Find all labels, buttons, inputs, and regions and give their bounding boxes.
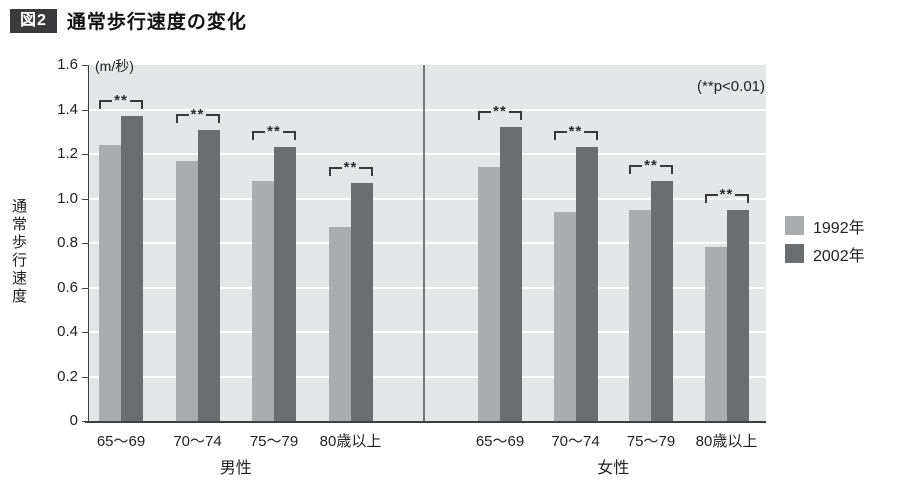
y-tick-label: 1.6 bbox=[57, 56, 78, 73]
bracket-line bbox=[175, 113, 189, 123]
significance-bracket: ** bbox=[629, 158, 673, 174]
legend: 1992年 2002年 bbox=[785, 216, 865, 272]
significance-stars: ** bbox=[568, 123, 583, 141]
y-tick-label: 0.2 bbox=[57, 367, 78, 385]
y-tick-label: 1.2 bbox=[57, 145, 78, 162]
unit-label: (m/秒) bbox=[95, 58, 134, 74]
x-axis-line bbox=[85, 421, 766, 423]
category-label: 70〜74 bbox=[173, 433, 222, 450]
significance-stars: ** bbox=[267, 123, 281, 141]
bar-2002年-女性-70〜74 bbox=[575, 147, 598, 421]
y-tick bbox=[82, 154, 88, 155]
category-label: 65〜69 bbox=[96, 433, 146, 450]
bar-2002年-男性-75〜79 bbox=[274, 147, 296, 421]
significance-stars: ** bbox=[343, 158, 358, 176]
panel-label-female: 女性 bbox=[597, 460, 630, 477]
bracket-line bbox=[206, 113, 220, 123]
bar-2002年-女性-75〜79 bbox=[651, 180, 673, 421]
legend-swatch-2002 bbox=[785, 244, 804, 263]
bracket-line bbox=[129, 100, 143, 110]
significance-bracket: ** bbox=[704, 187, 749, 203]
y-tick-label: 0.8 bbox=[57, 234, 78, 251]
gridline bbox=[89, 286, 766, 289]
y-axis-line bbox=[88, 65, 89, 421]
gridline bbox=[89, 375, 766, 378]
y-tick-label: 0 bbox=[69, 412, 78, 429]
category-label: 80歳以上 bbox=[695, 433, 758, 450]
category-label: 75〜79 bbox=[626, 433, 676, 450]
gridline bbox=[89, 331, 766, 333]
legend-item-1992: 1992年 bbox=[785, 216, 865, 237]
bracket-line bbox=[735, 193, 749, 203]
bracket-line bbox=[328, 166, 342, 176]
category-label: 80歳以上 bbox=[319, 433, 382, 450]
y-tick bbox=[82, 65, 88, 66]
significance-bracket: ** bbox=[328, 160, 373, 176]
category-label: 70〜74 bbox=[551, 433, 600, 450]
significance-bracket: ** bbox=[175, 107, 220, 123]
significance-stars: ** bbox=[493, 103, 507, 121]
gridline bbox=[89, 108, 766, 111]
gridline bbox=[89, 197, 766, 200]
y-axis-label: 通常歩行速度 bbox=[10, 198, 27, 306]
y-tick bbox=[82, 332, 88, 333]
gridline bbox=[89, 242, 766, 244]
y-tick bbox=[82, 109, 88, 111]
bracket-line bbox=[629, 164, 643, 174]
figure-header: 図2 通常歩行速度の変化 bbox=[10, 7, 247, 34]
bracket-line bbox=[704, 193, 718, 203]
bar-1992年-女性-70〜74 bbox=[553, 211, 576, 421]
significance-stars: ** bbox=[114, 92, 128, 110]
significance-stars: ** bbox=[190, 105, 205, 123]
bracket-line bbox=[553, 131, 567, 141]
bracket-line bbox=[584, 131, 598, 141]
bracket-line bbox=[99, 100, 113, 110]
bar-2002年-男性-80歳以上 bbox=[350, 182, 373, 421]
bracket-line bbox=[359, 166, 373, 176]
y-tick bbox=[82, 376, 88, 378]
y-tick-label: 1.4 bbox=[57, 100, 78, 118]
gridline bbox=[89, 153, 766, 155]
bar-1992年-女性-65〜69 bbox=[478, 167, 500, 421]
legend-item-2002: 2002年 bbox=[785, 244, 865, 265]
significance-bracket: ** bbox=[553, 124, 598, 141]
figure-title: 通常歩行速度の変化 bbox=[66, 12, 247, 33]
bar-1992年-男性-75〜79 bbox=[252, 180, 274, 421]
panel-label-male: 男性 bbox=[219, 460, 252, 477]
y-tick-label: 1.0 bbox=[57, 189, 78, 207]
panel-divider bbox=[423, 65, 425, 421]
significance-bracket: ** bbox=[478, 104, 522, 121]
y-tick bbox=[82, 243, 88, 244]
bar-1992年-男性-70〜74 bbox=[175, 160, 198, 421]
legend-label-1992: 1992年 bbox=[813, 219, 865, 237]
bracket-line bbox=[478, 111, 492, 121]
y-tick bbox=[82, 198, 88, 200]
bracket-line bbox=[252, 131, 266, 141]
bar-2002年-女性-65〜69 bbox=[500, 127, 522, 421]
bar-2002年-女性-80歳以上 bbox=[726, 209, 749, 421]
legend-label-2002: 2002年 bbox=[813, 247, 865, 265]
significance-stars: ** bbox=[644, 156, 658, 174]
bar-1992年-女性-80歳以上 bbox=[704, 247, 727, 421]
bracket-line bbox=[508, 111, 522, 121]
category-label: 75〜79 bbox=[249, 433, 299, 450]
bar-1992年-男性-80歳以上 bbox=[328, 227, 351, 421]
y-tick bbox=[82, 287, 88, 289]
significance-bracket: ** bbox=[252, 124, 296, 141]
y-tick-label: 0.4 bbox=[57, 323, 78, 340]
figure-number-tag: 図2 bbox=[10, 8, 57, 33]
significance-bracket: ** bbox=[99, 93, 143, 110]
significance-stars: ** bbox=[719, 185, 734, 203]
category-label: 65〜69 bbox=[475, 433, 525, 450]
legend-swatch-1992 bbox=[785, 216, 804, 235]
bar-1992年-男性-65〜69 bbox=[99, 145, 121, 421]
bracket-line bbox=[282, 131, 296, 141]
bar-2002年-男性-65〜69 bbox=[121, 116, 143, 421]
bar-2002年-男性-70〜74 bbox=[197, 129, 220, 421]
y-tick-label: 0.6 bbox=[57, 278, 78, 296]
bracket-line bbox=[659, 164, 673, 174]
p-value-annotation: (**p<0.01) bbox=[697, 78, 765, 95]
bar-1992年-女性-75〜79 bbox=[629, 209, 651, 421]
